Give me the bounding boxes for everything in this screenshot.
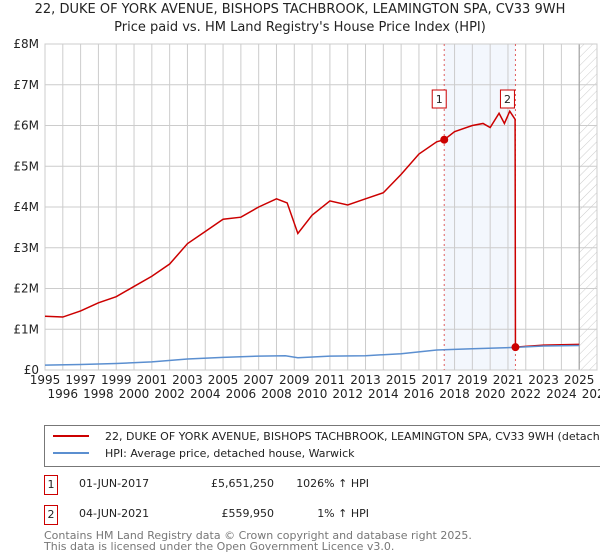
x-tick-label: 1996: [48, 387, 79, 401]
footer: Contains HM Land Registry data © Crown c…: [44, 530, 472, 552]
annotation-label: 1: [436, 93, 443, 106]
x-tick-label: 2024: [546, 387, 577, 401]
chart-title: 22, DUKE OF YORK AVENUE, BISHOPS TACHBRO…: [34, 2, 566, 17]
annotation-box: [431, 89, 447, 109]
y-tick-label: £3M: [13, 241, 39, 255]
plot-area: 1995199619971998199920002001200220032004…: [13, 37, 600, 401]
legend-label: HPI: Average price, detached house, Warw…: [105, 446, 355, 460]
footer-licence: This data is licensed under the Open Gov…: [44, 540, 395, 553]
legend-item-property: 22, DUKE OF YORK AVENUE, BISHOPS TACHBRO…: [45, 428, 600, 444]
x-tick-label: 2006: [226, 387, 257, 401]
x-tick-label: 2026: [582, 387, 600, 401]
sale-point: [440, 135, 449, 144]
x-tick-label: 2009: [279, 373, 310, 387]
footer-copyright: Contains HM Land Registry data © Crown c…: [44, 529, 472, 542]
transaction-price: £5,651,250: [211, 477, 274, 490]
x-tick-label: 2018: [439, 387, 470, 401]
legend-swatch-red: [53, 435, 89, 437]
x-tick-label: 2004: [190, 387, 221, 401]
x-tick-label: 2000: [119, 387, 150, 401]
y-tick-label: £8M: [13, 37, 39, 51]
transaction-row: 2 04-JUN-2021 £559,950 1% ↑ HPI: [44, 505, 444, 525]
x-tick-label: 2020: [475, 387, 506, 401]
x-tick-label: 2025: [564, 373, 595, 387]
y-tick-label: £5M: [13, 159, 39, 173]
transaction-badge: 2: [44, 505, 58, 525]
x-tick-label: 2008: [261, 387, 292, 401]
annotation-label: 2: [504, 93, 511, 106]
y-tick-label: £7M: [13, 78, 39, 92]
x-tick-label: 2010: [297, 387, 328, 401]
x-tick-label: 2002: [154, 387, 185, 401]
legend-item-hpi: HPI: Average price, detached house, Warw…: [45, 445, 355, 461]
transaction-row: 1 01-JUN-2017 £5,651,250 1026% ↑ HPI: [44, 475, 444, 495]
x-tick-label: 2023: [528, 373, 559, 387]
x-tick-label: 2011: [315, 373, 346, 387]
x-tick-label: 1998: [83, 387, 114, 401]
y-tick-label: £0: [24, 363, 39, 377]
property-price-line: [44, 109, 580, 348]
transaction-price: £559,950: [221, 507, 275, 520]
annotation-box: [499, 89, 515, 109]
y-tick-label: £4M: [13, 200, 39, 214]
transaction-hpi: 1% ↑ HPI: [317, 507, 369, 520]
x-tick-label: 2014: [368, 387, 399, 401]
x-tick-label: 2022: [511, 387, 542, 401]
x-tick-label: 1995: [30, 373, 61, 387]
legend-swatch-blue: [53, 452, 89, 454]
x-tick-label: 2007: [243, 373, 274, 387]
x-tick-label: 2005: [208, 373, 239, 387]
x-tick-label: 2013: [350, 373, 381, 387]
transaction-date: 04-JUN-2021: [79, 507, 150, 520]
transaction-date: 01-JUN-2017: [79, 477, 150, 490]
hpi-line: [44, 344, 580, 366]
chart-subtitle: Price paid vs. HM Land Registry's House …: [114, 20, 486, 35]
y-tick-label: £2M: [13, 282, 39, 296]
y-tick-label: £1M: [13, 322, 39, 336]
x-tick-label: 1997: [65, 373, 96, 387]
plot-border: [44, 43, 598, 371]
sale-point: [511, 343, 520, 352]
x-tick-label: 2019: [457, 373, 488, 387]
x-tick-label: 2015: [386, 373, 417, 387]
x-tick-label: 2012: [332, 387, 363, 401]
legend: 22, DUKE OF YORK AVENUE, BISHOPS TACHBRO…: [44, 425, 600, 467]
legend-label: 22, DUKE OF YORK AVENUE, BISHOPS TACHBRO…: [105, 429, 600, 443]
x-tick-label: 2016: [404, 387, 435, 401]
x-tick-label: 2003: [172, 373, 203, 387]
transaction-hpi: 1026% ↑ HPI: [296, 477, 369, 490]
x-tick-label: 1999: [101, 373, 132, 387]
x-tick-label: 2001: [137, 373, 168, 387]
x-tick-label: 2017: [421, 373, 452, 387]
y-tick-label: £6M: [13, 119, 39, 133]
x-tick-label: 2021: [493, 373, 524, 387]
transaction-badge: 1: [44, 475, 58, 495]
